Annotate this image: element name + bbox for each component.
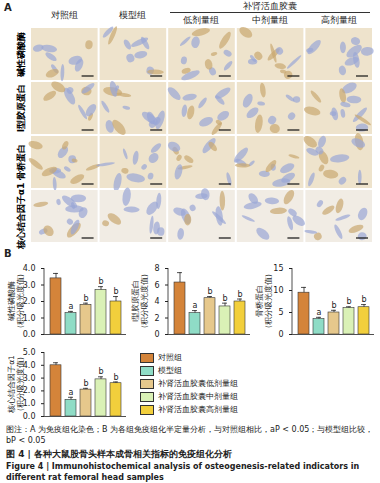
svg-text:b: b [83, 379, 88, 388]
html-text:图 4 | 各种大鼠股骨头样本成骨相关指标的免疫组化分析: 图 4 | 各种大鼠股骨头样本成骨相关指标的免疫组化分析 [6, 449, 232, 459]
svg-text:(积分吸光度值): (积分吸光度值) [16, 274, 25, 328]
svg-text:核心结合因子α1: 核心结合因子α1 [7, 355, 16, 414]
svg-text:b: b [83, 294, 88, 303]
svg-text:I型胶原蛋白: I型胶原蛋白 [16, 84, 26, 132]
svg-text:b: b [346, 297, 351, 306]
svg-text:(积分吸光度值): (积分吸光度值) [140, 274, 149, 328]
svg-text:b: b [331, 301, 336, 310]
html-text:低剂量组: 低剂量组 [183, 15, 220, 25]
html-text:对照组: 对照组 [50, 10, 78, 20]
svg-text:b: b [98, 367, 103, 376]
svg-text:(积分吸光度值): (积分吸光度值) [16, 357, 25, 411]
svg-text:b: b [98, 277, 103, 286]
html-text:补肾活血胶囊中剂量组: 补肾活血胶囊中剂量组 [158, 392, 238, 401]
svg-text:4.0: 4.0 [23, 264, 36, 273]
svg-text:0.0: 0.0 [23, 330, 36, 338]
svg-text:15: 15 [273, 264, 283, 273]
svg-text:a: a [193, 301, 198, 310]
html-text:模型组: 模型组 [158, 366, 182, 375]
svg-text:5: 5 [278, 308, 283, 317]
svg-text:1.0: 1.0 [22, 313, 36, 323]
svg-text:骨桥蛋白: 骨桥蛋白 [16, 144, 26, 180]
svg-text:10: 10 [273, 286, 283, 295]
html-text:Figure 4 | Immunohistochemical: Figure 4 | Immunohistochemical analysis … [6, 462, 360, 482]
svg-text:3.0: 3.0 [22, 373, 36, 383]
html-text:中剂量组: 中剂量组 [252, 15, 289, 25]
html-text:补肾活血胶囊: 补肾活血胶囊 [243, 1, 298, 11]
html-text:模型组: 模型组 [119, 10, 147, 20]
svg-text:碱性磷酸酶: 碱性磷酸酶 [7, 281, 16, 321]
svg-text:b: b [222, 294, 227, 303]
svg-text:(积分吸光度值): (积分吸光度值) [264, 274, 273, 328]
svg-text:6: 6 [154, 281, 159, 290]
svg-text:2.0: 2.0 [22, 386, 36, 396]
svg-text:a: a [317, 308, 322, 317]
svg-text:b: b [113, 287, 118, 296]
html-text:补肾活血胶囊高剂量组: 补肾活血胶囊高剂量组 [158, 405, 238, 414]
html-text:A: A [4, 2, 12, 13]
svg-text:碱性磷酸酶: 碱性磷酸酶 [16, 32, 26, 78]
svg-text:1.0: 1.0 [22, 399, 36, 409]
svg-text:b: b [207, 287, 212, 296]
html-text:B: B [4, 248, 12, 259]
svg-text:3.0: 3.0 [22, 280, 36, 290]
svg-text:8: 8 [154, 264, 159, 273]
svg-text:骨桥蛋白: 骨桥蛋白 [255, 285, 264, 317]
svg-text:4.0: 4.0 [22, 360, 36, 370]
svg-text:核心结合因子α1: 核心结合因子α1 [16, 183, 26, 250]
svg-text:b: b [113, 373, 118, 382]
html-text:补肾活血胶囊低剂量组: 补肾活血胶囊低剂量组 [158, 379, 238, 388]
svg-text:0: 0 [278, 330, 283, 338]
svg-text:b: b [237, 290, 242, 299]
svg-text:a: a [69, 302, 74, 311]
html-text:高剂量组: 高剂量组 [320, 15, 357, 25]
svg-text:5.0: 5.0 [23, 348, 36, 357]
svg-text:I型胶原蛋白: I型胶原蛋白 [131, 280, 140, 322]
svg-text:a: a [69, 388, 74, 397]
html-text:对照组: 对照组 [158, 353, 182, 362]
html-text:图注：A 为免疫组化染色；B 为各组免疫组化半定量分析，与对: 图注：A 为免疫组化染色；B 为各组免疫组化半定量分析，与对照组相比，aP < … [6, 425, 374, 445]
svg-text:4: 4 [154, 297, 159, 306]
svg-text:2: 2 [154, 314, 159, 323]
svg-text:0: 0 [154, 330, 159, 338]
svg-text:b: b [361, 295, 366, 304]
svg-text:2.0: 2.0 [22, 297, 36, 307]
svg-text:0.0: 0.0 [23, 412, 36, 420]
